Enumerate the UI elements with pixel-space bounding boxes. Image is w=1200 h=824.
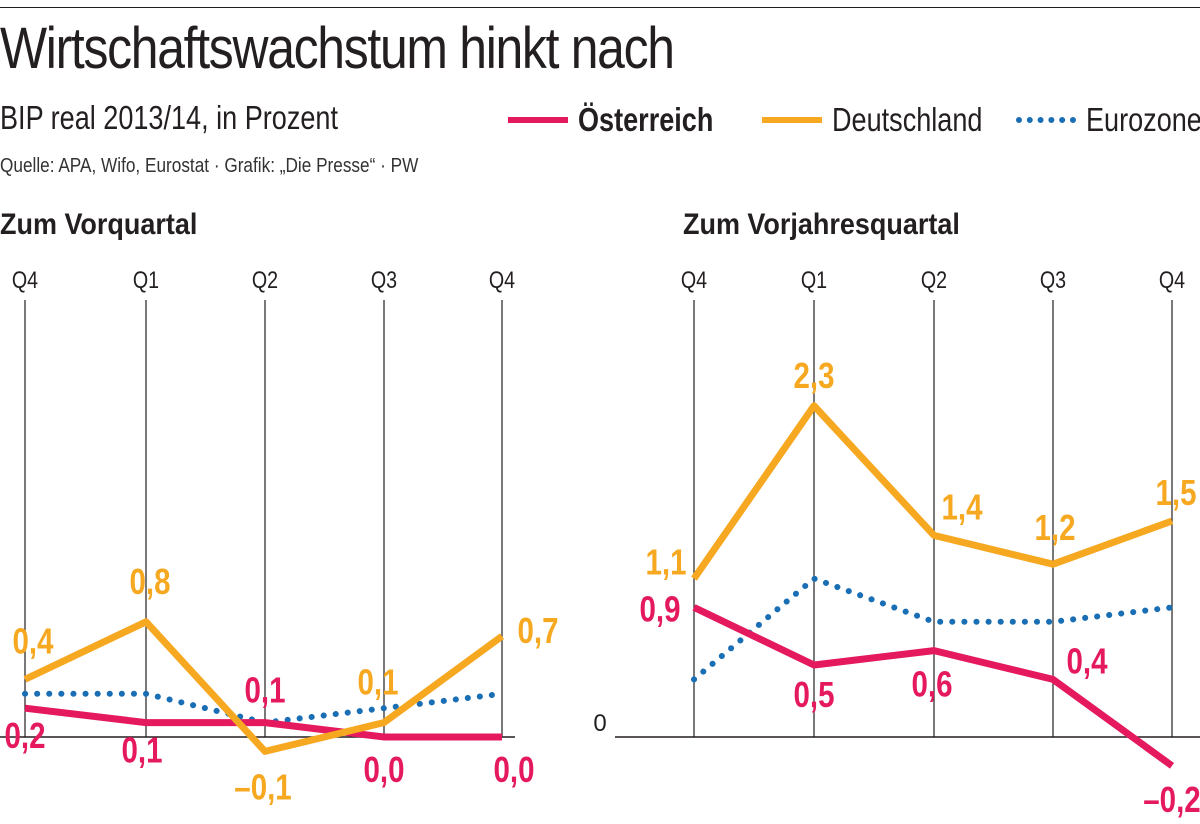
data-label-vorquartal-deutschland-2: –0,1: [234, 767, 291, 807]
data-label-vorjahresquartal-deutschland-1: 2,3: [793, 355, 834, 395]
source-note: Quelle: APA, Wifo, Eurostat · Grafik: „D…: [0, 155, 419, 177]
data-label-vorquartal-deutschland-4: 0,7: [517, 610, 558, 650]
x-tick-label-vorquartal-2: Q2: [252, 266, 278, 293]
x-tick-label-vorjahresquartal-2: Q2: [921, 266, 947, 293]
legend-item-deutschland: Deutschland: [762, 98, 1015, 142]
series-line-vorquartal-oesterreich: [24, 704, 502, 741]
data-label-vorquartal-oesterreich-3: 0,0: [363, 749, 404, 789]
data-label-vorjahresquartal-oesterreich-4: –0,2: [1143, 779, 1200, 819]
legend-item-eurozone: Eurozone: [1016, 98, 1200, 142]
data-label-vorjahresquartal-deutschland-3: 1,2: [1034, 507, 1075, 547]
data-label-vorquartal-oesterreich-2: 0,1: [244, 670, 285, 710]
legend-swatch-deutschland: [762, 117, 822, 123]
legend-label-oesterreich: Österreich: [578, 101, 714, 138]
data-label-vorjahresquartal-oesterreich-0: 0,9: [639, 589, 680, 629]
x-tick-label-vorquartal-4: Q4: [489, 266, 515, 293]
data-label-vorjahresquartal-oesterreich-1: 0,5: [793, 674, 834, 714]
data-label-vorquartal-oesterreich-0: 0,2: [4, 715, 45, 755]
panel-title-vorquartal: Zum Vorquartal: [0, 208, 197, 242]
legend-swatch-eurozone: [1016, 117, 1076, 123]
x-tick-label-vorjahresquartal-3: Q3: [1040, 266, 1066, 293]
chart-subtitle: BIP real 2013/14, in Prozent: [0, 99, 338, 136]
x-tick-label-vorquartal-3: Q3: [371, 266, 397, 293]
x-tick-label-vorjahresquartal-4: Q4: [1159, 266, 1185, 293]
data-label-vorjahresquartal-deutschland-0: 1,1: [645, 542, 686, 582]
series-line-vorjahresquartal-deutschland: [691, 402, 1174, 581]
series-line-vorquartal-deutschland: [23, 618, 505, 755]
panel-title-vorjahresquartal: Zum Vorjahresquartal: [683, 208, 960, 242]
series-line-vorjahresquartal-oesterreich: [692, 604, 1175, 769]
x-tick-label-vorquartal-0: Q4: [12, 266, 38, 293]
data-label-vorjahresquartal-deutschland-4: 1,5: [1155, 472, 1196, 512]
data-label-vorquartal-oesterreich-1: 0,1: [121, 730, 162, 770]
x-tick-label-vorquartal-1: Q1: [133, 266, 159, 293]
data-label-vorquartal-oesterreich-4: 0,0: [493, 749, 534, 789]
chart-title: Wirtschaftswachstum hinkt nach: [0, 16, 675, 81]
top-rule: [0, 7, 1200, 8]
zero-label-vorjahresquartal: 0: [593, 710, 606, 737]
data-label-vorjahresquartal-deutschland-2: 1,4: [941, 487, 983, 527]
data-label-vorquartal-deutschland-3: 0,1: [357, 662, 398, 702]
legend-item-oesterreich: Österreich: [508, 98, 743, 142]
legend-label-eurozone: Eurozone: [1086, 101, 1200, 138]
legend: Österreich Deutschland Eurozone: [0, 98, 1200, 142]
legend-label-deutschland: Deutschland: [832, 101, 983, 138]
x-tick-label-vorjahresquartal-1: Q1: [801, 266, 827, 293]
legend-swatch-oesterreich: [508, 117, 568, 123]
data-label-vorquartal-deutschland-0: 0,4: [12, 621, 54, 661]
data-label-vorjahresquartal-oesterreich-3: 0,4: [1066, 641, 1108, 681]
x-tick-label-vorjahresquartal-0: Q4: [681, 266, 707, 293]
data-label-vorjahresquartal-oesterreich-2: 0,6: [911, 664, 952, 704]
data-label-vorquartal-deutschland-1: 0,8: [129, 561, 170, 601]
